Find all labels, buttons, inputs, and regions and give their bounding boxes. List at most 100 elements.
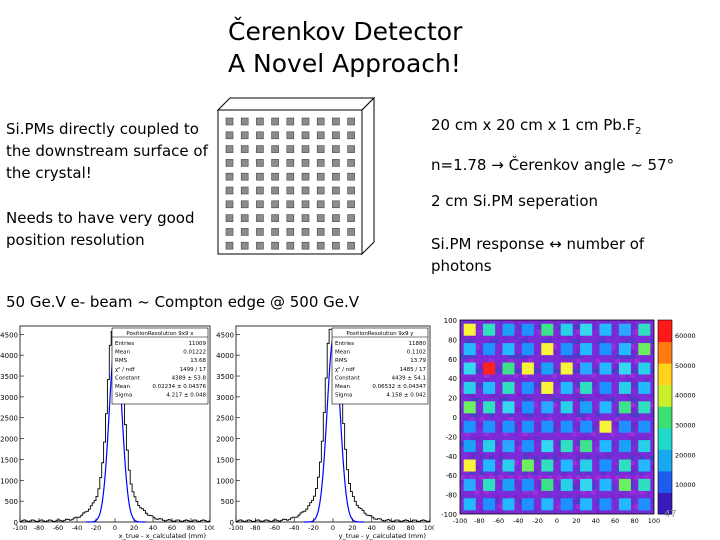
heatmap-y-tick: 40: [448, 375, 457, 383]
heatmap-bg-cell: [508, 353, 514, 359]
heatmap-bg-cell: [489, 509, 494, 514]
heatmap-bg-cell: [552, 373, 557, 379]
sipm-square: [286, 228, 295, 236]
heatmap-bg-cell: [629, 460, 635, 466]
heatmap-bg-cell: [474, 504, 480, 510]
y-tick-label: 2000: [216, 436, 234, 444]
x-tick-label: 80: [406, 524, 414, 532]
heatmap-bg-cell: [576, 499, 582, 505]
sipm-square: [286, 186, 295, 195]
color-scale-step: [658, 453, 672, 459]
sipm-square: [286, 241, 295, 250]
stats-value: 13.68: [190, 358, 206, 364]
sipm-square: [256, 172, 264, 181]
sipm-square: [240, 214, 249, 222]
heatmap-bg-cell: [498, 344, 504, 350]
sensor-cell: [599, 459, 612, 472]
stats-box: [331, 327, 429, 405]
heatmap-bg-cell: [634, 329, 640, 335]
heatmap-bg-cell: [624, 431, 630, 437]
heatmap-bg-cell: [634, 504, 640, 510]
sensor-cell: [463, 362, 476, 375]
sensor-cell: [560, 401, 573, 414]
y-tick-label: 2500: [216, 415, 234, 423]
x-tick-label: 20: [130, 524, 138, 532]
sipm-square: [316, 241, 325, 250]
heatmap-y-tick: -60: [446, 472, 457, 480]
sensor-cell: [502, 420, 515, 433]
sipm-square: [286, 200, 295, 209]
heatmap-bg-cell: [479, 489, 485, 495]
sensor-cell: [483, 362, 496, 375]
heatmap-bg-cell: [595, 509, 601, 514]
color-scale-step: [658, 457, 672, 463]
heatmap-bg-cell: [518, 407, 524, 413]
sipm-square: [225, 241, 234, 250]
heatmap-bg-cell: [542, 392, 548, 398]
heatmap-bg-cell: [474, 397, 480, 403]
sensor-cell: [463, 478, 476, 491]
sensor-cell: [560, 459, 573, 472]
heatmap-bg-cell: [629, 383, 635, 388]
heatmap-bg-cell: [523, 397, 528, 403]
sensor-cell: [541, 401, 554, 414]
heatmap-bg-cell: [629, 397, 635, 403]
heatmap-bg-cell: [479, 475, 485, 481]
color-scale-step: [658, 341, 672, 347]
heatmap-bg-cell: [493, 499, 499, 505]
heatmap-bg-cell: [629, 509, 635, 514]
heatmap-bg-cell: [649, 412, 654, 417]
heatmap-bg-cell: [615, 358, 621, 364]
heatmap-bg-cell: [479, 329, 485, 335]
heatmap-bg-cell: [576, 334, 582, 340]
sensor-cell: [638, 323, 651, 336]
heatmap-bg-cell: [469, 358, 475, 364]
heatmap-bg-cell: [532, 383, 538, 388]
heatmap-bg-cell: [518, 392, 524, 398]
heatmap-bg-cell: [634, 412, 640, 417]
heatmap-bg-cell: [629, 470, 635, 476]
heatmap-bg-cell: [629, 455, 635, 461]
sipm-square: [316, 145, 325, 153]
heatmap-bg-cell: [576, 402, 582, 408]
color-scale-tick: 40000: [675, 392, 696, 400]
sipm-square: [332, 159, 340, 167]
heatmap-bg-cell: [610, 378, 616, 384]
heatmap-bg-cell: [493, 470, 499, 476]
heatmap-bg-cell: [590, 378, 596, 384]
heatmap-bg-cell: [498, 455, 504, 461]
heatmap-bg-cell: [523, 320, 528, 325]
sensor-cell: [618, 498, 631, 511]
heatmap-bg-cell: [464, 339, 470, 345]
heatmap-bg-cell: [532, 349, 538, 354]
heatmap-bg-cell: [649, 402, 654, 408]
heatmap-bg-cell: [464, 431, 470, 437]
sensor-cell: [638, 459, 651, 472]
sensor-cell: [560, 478, 573, 491]
sensor-cell: [560, 420, 573, 433]
heatmap-bg-cell: [557, 504, 562, 510]
heatmap-bg-cell: [527, 412, 533, 417]
heatmap-bg-cell: [469, 431, 475, 437]
heatmap-bg-cell: [547, 475, 553, 481]
color-scale-tick: 10000: [675, 481, 696, 489]
color-scale-step: [658, 358, 672, 364]
heatmap-bg-cell: [615, 417, 621, 422]
color-scale-step: [658, 363, 672, 368]
heatmap-bg-cell: [590, 489, 596, 495]
color-scale-step: [658, 475, 672, 481]
heatmap-bg-cell: [595, 358, 601, 364]
heatmap-bg-cell: [576, 484, 582, 490]
heatmap-bg-cell: [518, 378, 524, 384]
heatmap-bg-cell: [571, 353, 577, 359]
sensor-cell: [483, 478, 496, 491]
heatmap-bg-cell: [581, 412, 587, 417]
sipm-square: [271, 145, 279, 153]
color-scale-step: [658, 483, 672, 489]
heatmap-bg-cell: [629, 489, 635, 495]
left-text-coupling: Si.PMs directly coupled to the downstrea…: [6, 120, 208, 182]
heatmap-bg-cell: [484, 378, 490, 384]
heatmap-bg-cell: [590, 324, 596, 330]
heatmap-bg-cell: [498, 475, 504, 481]
sensor-cell: [521, 381, 534, 394]
